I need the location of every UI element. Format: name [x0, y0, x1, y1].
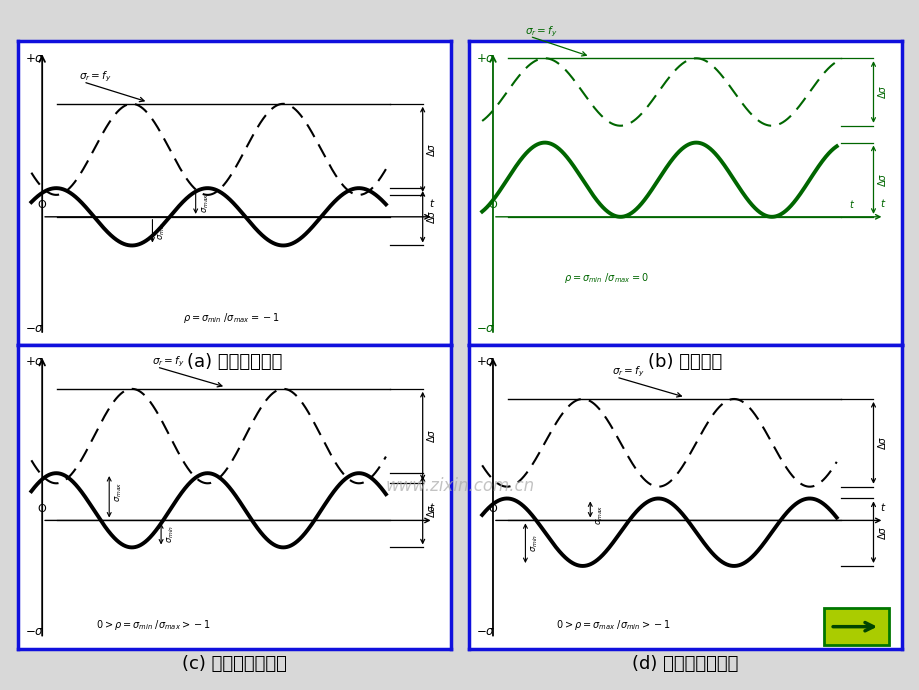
Text: $\sigma_r=f_y$: $\sigma_r=f_y$ — [79, 70, 111, 84]
Text: Δσ: Δσ — [426, 504, 437, 517]
Text: $\sigma_{max}$: $\sigma_{max}$ — [594, 505, 605, 525]
Text: O: O — [38, 504, 47, 514]
Text: (d) 不完全对称循环: (d) 不完全对称循环 — [631, 655, 738, 673]
Text: $\rho=\sigma_{min}\ /\sigma_{max}=0$: $\rho=\sigma_{min}\ /\sigma_{max}=0$ — [563, 270, 649, 284]
Text: $-\sigma$: $-\sigma$ — [25, 625, 44, 638]
Text: Δσ: Δσ — [877, 173, 887, 186]
Text: $\sigma_r=f_y$: $\sigma_r=f_y$ — [525, 24, 558, 39]
Text: +$\sigma$: +$\sigma$ — [25, 52, 44, 65]
Text: O: O — [488, 200, 497, 210]
Text: +$\sigma$: +$\sigma$ — [475, 52, 494, 65]
Text: $0>\rho=\sigma_{min}\ /\sigma_{max}>-1$: $0>\rho=\sigma_{min}\ /\sigma_{max}>-1$ — [96, 618, 210, 632]
Text: +$\sigma$: +$\sigma$ — [475, 355, 494, 368]
Text: $-\sigma$: $-\sigma$ — [475, 625, 494, 638]
Text: O: O — [38, 200, 47, 210]
Text: www.zixin.com.cn: www.zixin.com.cn — [385, 477, 534, 495]
Text: $\sigma_{min}$: $\sigma_{min}$ — [156, 222, 167, 240]
Text: $-\sigma$: $-\sigma$ — [25, 322, 44, 335]
Text: Δσ: Δσ — [877, 526, 887, 539]
Text: (a) 完全对称循环: (a) 完全对称循环 — [187, 353, 282, 371]
Text: O: O — [488, 504, 497, 514]
Text: $\rho=\sigma_{min}\ /\sigma_{max}=-1$: $\rho=\sigma_{min}\ /\sigma_{max}=-1$ — [183, 311, 278, 325]
Text: Δσ: Δσ — [877, 86, 887, 99]
Text: t: t — [849, 200, 853, 210]
Text: t: t — [429, 503, 433, 513]
FancyBboxPatch shape — [823, 608, 888, 645]
Text: t: t — [879, 503, 883, 513]
Text: Δσ: Δσ — [877, 437, 887, 449]
Text: t: t — [429, 199, 433, 209]
Text: $\sigma_{max}$: $\sigma_{max}$ — [199, 193, 210, 213]
Text: t: t — [879, 199, 883, 209]
Text: $-\sigma$: $-\sigma$ — [475, 322, 494, 335]
Text: $\sigma_{min}$: $\sigma_{min}$ — [165, 525, 176, 543]
Text: (c) 不完全对称循环: (c) 不完全对称循环 — [182, 655, 287, 673]
Text: $\sigma_{min}$: $\sigma_{min}$ — [529, 534, 539, 552]
Text: Δσ: Δσ — [426, 430, 437, 442]
Text: $0>\rho=\sigma_{max}\ /\sigma_{min}>-1$: $0>\rho=\sigma_{max}\ /\sigma_{min}>-1$ — [555, 618, 670, 632]
Text: (b) 脉冲循环: (b) 脉冲循环 — [648, 353, 721, 371]
Text: +$\sigma$: +$\sigma$ — [25, 355, 44, 368]
Text: $\sigma_r=f_y$: $\sigma_r=f_y$ — [153, 355, 185, 369]
Text: $\sigma_{max}$: $\sigma_{max}$ — [113, 482, 124, 502]
Text: Δσ: Δσ — [426, 143, 437, 156]
Text: $\sigma_r=f_y$: $\sigma_r=f_y$ — [611, 365, 644, 380]
Text: Δσ: Δσ — [426, 210, 437, 223]
